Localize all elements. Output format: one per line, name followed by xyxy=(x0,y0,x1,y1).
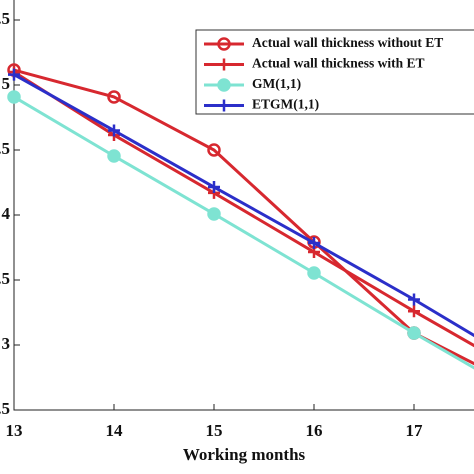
marker xyxy=(7,90,21,104)
plot-frame xyxy=(13,0,474,411)
marker xyxy=(407,326,421,340)
y-tick-label: 5 xyxy=(2,74,11,93)
x-tick-label: 15 xyxy=(206,421,223,440)
marker xyxy=(408,305,420,318)
marker xyxy=(307,266,321,280)
legend-label: Actual wall thickness without ET xyxy=(252,35,443,50)
legend-marker xyxy=(218,99,230,112)
y-tick-label: 4 xyxy=(2,204,11,223)
marker xyxy=(207,143,221,157)
series-line xyxy=(13,73,474,338)
legend-marker xyxy=(217,78,231,92)
x-axis-label: Working months xyxy=(183,445,306,464)
marker xyxy=(308,236,320,249)
x-tick-label: 13 xyxy=(6,421,23,440)
y-tick-label: 5.5 xyxy=(0,9,10,28)
legend-box xyxy=(195,29,474,115)
x-tick-label: 16 xyxy=(306,421,323,440)
legend-label: ETGM(1,1) xyxy=(252,97,319,112)
marker xyxy=(108,124,120,137)
legend-label: GM(1,1) xyxy=(252,76,301,91)
legend-label: Actual wall thickness with ET xyxy=(252,56,425,71)
marker xyxy=(408,293,420,306)
y-tick-label: 3.5 xyxy=(0,269,10,288)
y-tick-label: 2.5 xyxy=(0,399,10,418)
x-tick-label: 17 xyxy=(406,421,424,440)
y-tick-label: 3 xyxy=(2,334,11,353)
legend-marker xyxy=(218,58,230,71)
series-line xyxy=(13,95,474,370)
marker xyxy=(207,207,221,221)
marker xyxy=(8,68,20,81)
marker xyxy=(107,149,121,163)
legend-marker xyxy=(217,37,231,51)
marker xyxy=(107,90,121,104)
y-tick-label: 4.5 xyxy=(0,139,10,158)
x-tick-label: 14 xyxy=(106,421,124,440)
marker xyxy=(208,181,220,194)
series-line xyxy=(13,70,474,348)
